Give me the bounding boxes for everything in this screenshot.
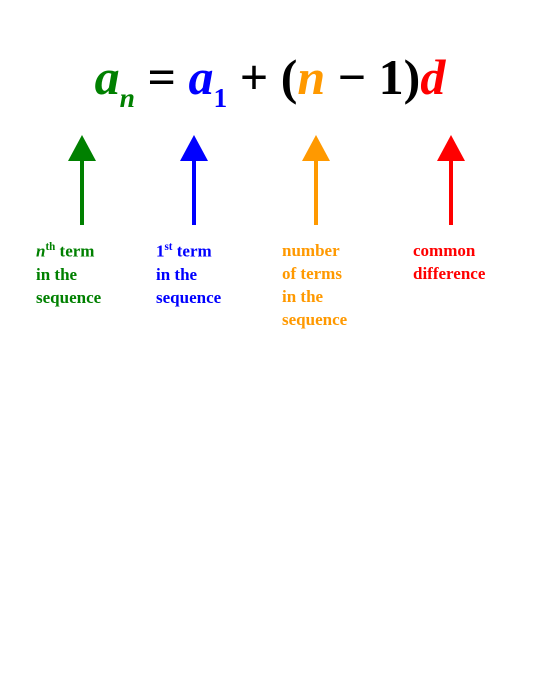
label-line: of terms <box>282 263 347 286</box>
label-line: difference <box>413 263 485 286</box>
arrow-red <box>431 135 471 225</box>
label-line: sequence <box>156 287 221 310</box>
minus-close-paren: − 1) <box>325 49 420 105</box>
label-line: in the <box>36 264 101 287</box>
label-line: nth term <box>36 240 101 264</box>
label-line: in the <box>282 286 347 309</box>
label-line: 1st term <box>156 240 221 264</box>
term-a1-a: a <box>188 49 213 105</box>
arrow-green <box>62 135 102 225</box>
term-a1-1: 1 <box>213 82 227 113</box>
label-number-of-terms: number of terms in the sequence <box>282 240 347 332</box>
label-nth-term: nth term in the sequence <box>36 240 101 309</box>
term-an-n: n <box>120 82 135 113</box>
arithmetic-sequence-formula: an = a1 + (n − 1)d <box>0 48 540 112</box>
label-line: in the <box>156 264 221 287</box>
term-n: n <box>297 49 325 105</box>
plus-open-paren: + ( <box>227 49 297 105</box>
label-line: sequence <box>36 287 101 310</box>
arrow-blue <box>174 135 214 225</box>
arrow-orange <box>296 135 336 225</box>
term-d: d <box>420 49 445 105</box>
label-line: common <box>413 240 485 263</box>
term-an-a: a <box>95 49 120 105</box>
equals-sign: = <box>135 49 189 105</box>
label-common-difference: common difference <box>413 240 485 286</box>
label-line: sequence <box>282 309 347 332</box>
label-line: number <box>282 240 347 263</box>
label-first-term: 1st term in the sequence <box>156 240 221 309</box>
